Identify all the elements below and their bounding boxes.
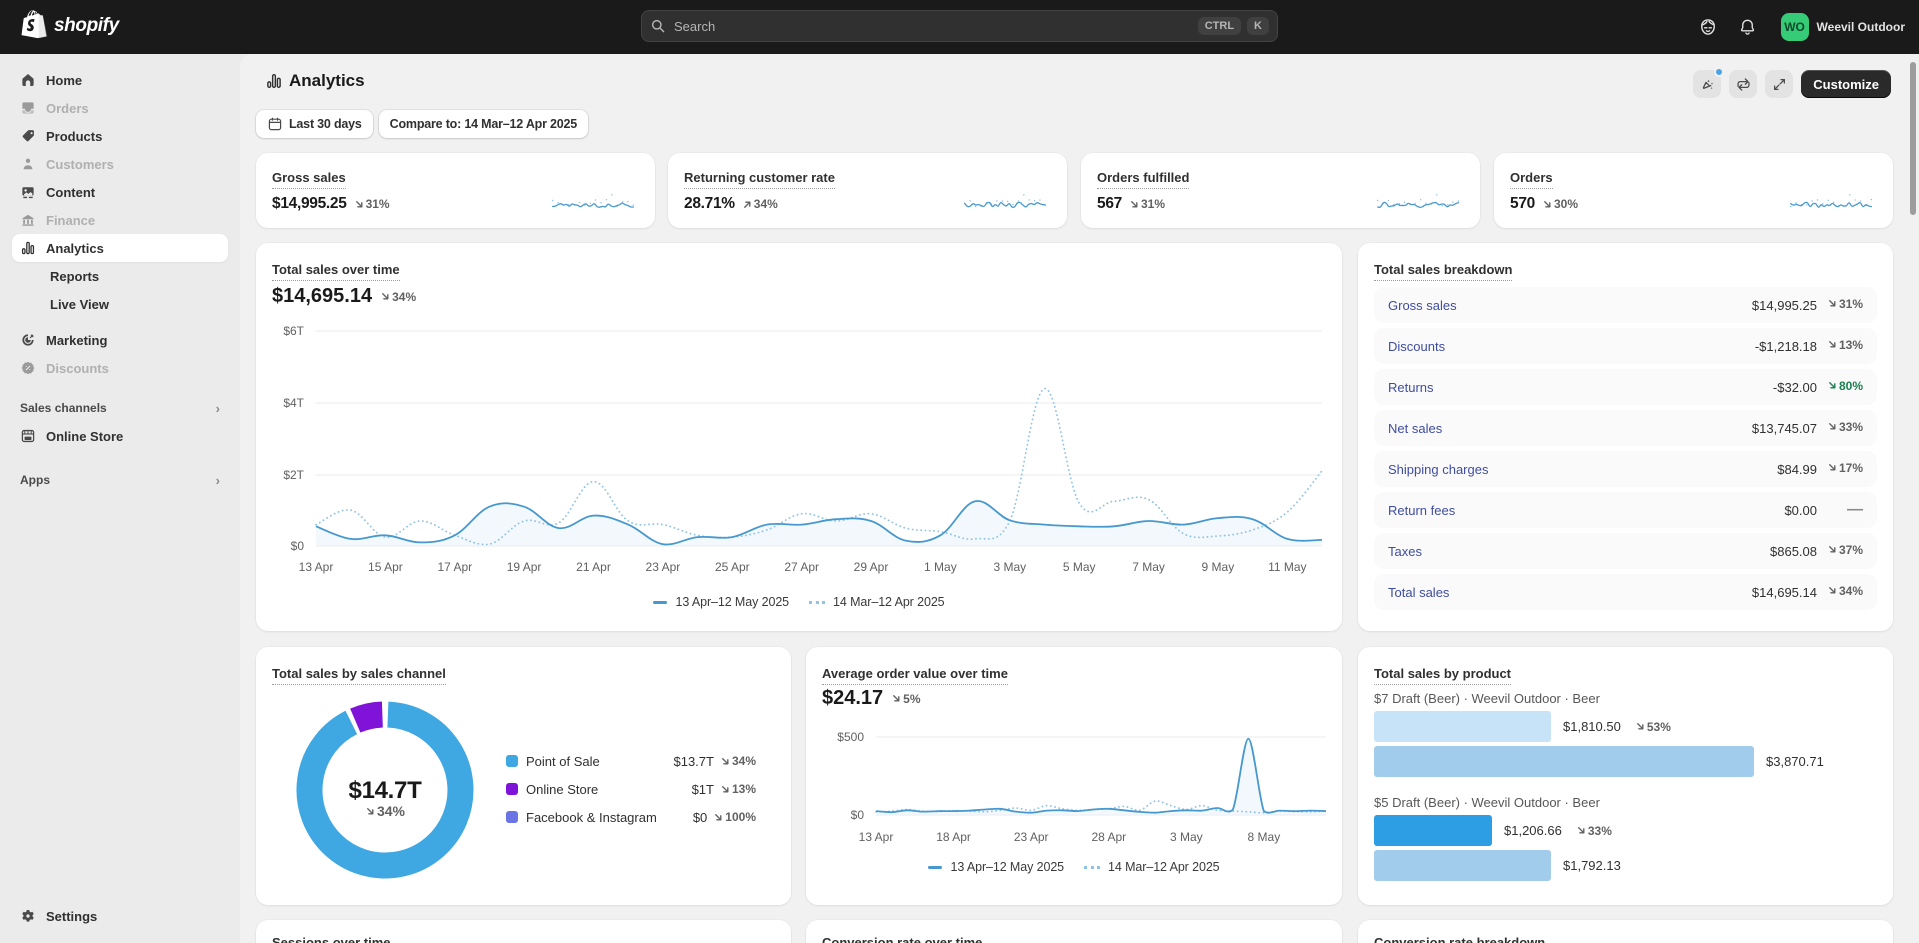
svg-text:18 Apr: 18 Apr [936,830,971,844]
svg-text:15 Apr: 15 Apr [368,560,403,574]
svg-text:$0: $0 [291,539,305,553]
svg-text:$6T: $6T [283,324,304,338]
svg-text:$500: $500 [837,730,864,744]
svg-text:17 Apr: 17 Apr [437,560,472,574]
svg-text:$4T: $4T [283,396,304,410]
svg-text:5 May: 5 May [1063,560,1096,574]
svg-text:13 Apr: 13 Apr [299,560,334,574]
svg-text:28 Apr: 28 Apr [1091,830,1126,844]
svg-text:23 Apr: 23 Apr [1014,830,1049,844]
svg-text:7 May: 7 May [1132,560,1165,574]
svg-text:25 Apr: 25 Apr [715,560,750,574]
svg-text:27 Apr: 27 Apr [784,560,819,574]
svg-text:$0: $0 [851,808,865,822]
svg-text:29 Apr: 29 Apr [854,560,889,574]
svg-text:8 May: 8 May [1248,830,1281,844]
svg-text:1 May: 1 May [924,560,957,574]
svg-text:3 May: 3 May [1170,830,1203,844]
svg-text:13 Apr: 13 Apr [859,830,894,844]
svg-text:3 May: 3 May [993,560,1026,574]
svg-text:$14.7T: $14.7T [349,777,423,804]
svg-text:23 Apr: 23 Apr [646,560,681,574]
svg-text:19 Apr: 19 Apr [507,560,542,574]
svg-text:$2T: $2T [283,468,304,482]
svg-text:9 May: 9 May [1202,560,1235,574]
svg-text:11 May: 11 May [1268,560,1306,574]
svg-text:21 Apr: 21 Apr [576,560,611,574]
